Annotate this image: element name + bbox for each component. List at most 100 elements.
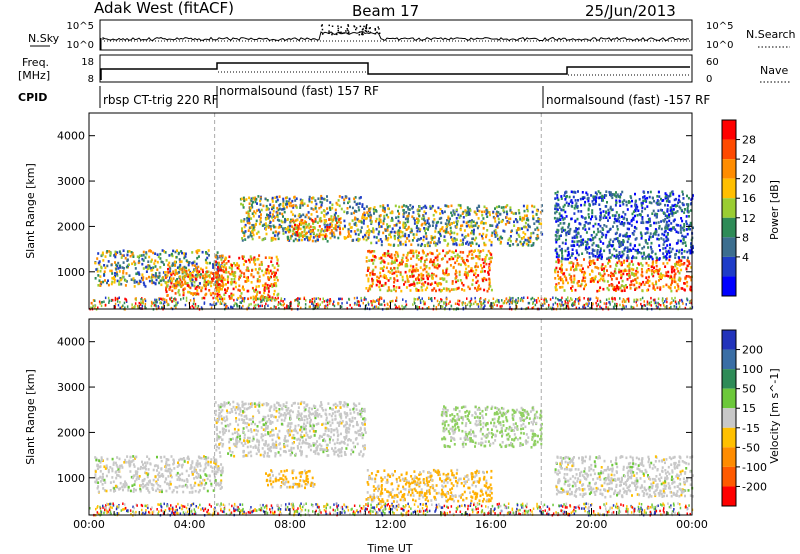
scatter-cell <box>674 300 677 304</box>
scatter-cell <box>658 275 661 278</box>
scatter-cell <box>679 226 682 229</box>
scatter-cell <box>404 234 407 238</box>
scatter-cell <box>543 300 546 304</box>
scatter-cell <box>571 289 573 292</box>
scatter-cell <box>575 266 578 270</box>
scatter-cell <box>511 300 514 304</box>
scatter-cell <box>581 270 583 274</box>
scatter-cell <box>681 255 684 259</box>
scatter-cell <box>373 273 376 276</box>
scatter-cell <box>376 275 379 279</box>
scatter-cell <box>244 223 247 227</box>
scatter-cell <box>94 307 96 310</box>
scatter-cell <box>242 203 244 207</box>
scatter-cell <box>674 263 677 266</box>
scatter-cell <box>687 227 690 231</box>
scatter-cell <box>362 222 365 225</box>
scatter-cell <box>316 215 319 218</box>
scatter-cell <box>370 300 372 303</box>
scatter-cell <box>248 307 250 310</box>
scatter-cell <box>690 301 693 305</box>
scatter-cell <box>275 297 278 301</box>
scatter-cell <box>224 288 226 291</box>
scatter-cell <box>396 251 399 255</box>
scatter-cell <box>118 280 121 283</box>
scatter-cell <box>444 204 447 207</box>
scatter-cell <box>687 210 690 213</box>
scatter-cell <box>592 224 595 228</box>
scatter-cell <box>609 244 612 247</box>
scatter-cell <box>238 278 240 281</box>
scatter-cell <box>596 252 599 255</box>
scatter-cell <box>387 279 390 282</box>
scatter-cell <box>240 301 243 304</box>
scatter-cell <box>394 270 397 274</box>
scatter-cell <box>683 235 685 239</box>
scatter-cell <box>125 265 128 269</box>
scatter-cell <box>521 227 523 230</box>
scatter-cell <box>574 288 577 292</box>
scatter-cell <box>494 220 497 223</box>
scatter-cell <box>684 244 687 247</box>
scatter-cell <box>274 237 277 241</box>
scatter-cell <box>465 224 468 228</box>
scatter-cell <box>125 272 128 275</box>
scatter-cell <box>404 280 407 284</box>
scatter-cell <box>123 301 126 305</box>
scatter-cell <box>477 303 479 306</box>
nsky-tick-bottom: 10^0 <box>67 40 94 51</box>
scatter-cell <box>379 267 382 270</box>
scatter-cell <box>500 306 502 310</box>
scatter-cell <box>382 222 385 225</box>
scatter-cell <box>241 255 244 258</box>
scatter-cell <box>148 264 151 268</box>
scatter-cell <box>372 227 375 230</box>
scatter-cell <box>640 282 643 286</box>
scatter-cell <box>101 251 104 255</box>
scatter-cell <box>258 254 261 257</box>
scatter-cell <box>584 276 587 280</box>
scatter-cell <box>367 266 370 270</box>
scatter-cell <box>223 303 226 307</box>
scatter-cell <box>412 233 415 236</box>
scatter-cell <box>425 270 428 274</box>
scatter-cell <box>411 272 414 276</box>
scatter-cell <box>646 289 649 292</box>
scatter-cell <box>343 210 346 214</box>
scatter-cell <box>602 287 605 291</box>
scatter-cell <box>663 230 666 234</box>
scatter-cell <box>227 271 230 274</box>
scatter-cell <box>526 217 529 220</box>
nsky-point <box>321 24 323 26</box>
scatter-cell <box>666 233 669 236</box>
scatter-cell <box>334 224 337 228</box>
scatter-cell <box>238 289 241 292</box>
scatter-cell <box>450 231 453 235</box>
scatter-cell <box>585 191 588 195</box>
scatter-cell <box>103 300 105 303</box>
scatter-cell <box>555 260 558 264</box>
scatter-cell <box>183 267 186 270</box>
scatter-cell <box>427 225 430 229</box>
scatter-cell <box>312 226 315 229</box>
scatter-cell <box>174 279 177 283</box>
scatter-cell <box>210 281 213 284</box>
scatter-cell <box>412 269 415 273</box>
scatter-cell <box>119 306 121 310</box>
scatter-cell <box>402 226 405 229</box>
scatter-cell <box>679 239 682 243</box>
scatter-cell <box>660 220 663 223</box>
scatter-cell <box>650 300 652 304</box>
scatter-cell <box>299 214 302 218</box>
scatter-cell <box>415 277 418 280</box>
scatter-cell <box>367 250 370 253</box>
scatter-cell <box>252 297 255 301</box>
scatter-cell <box>657 221 660 224</box>
scatter-cell <box>659 208 662 212</box>
scatter-cell <box>265 232 268 236</box>
scatter-cell <box>379 296 381 299</box>
scatter-cell <box>326 207 329 210</box>
scatter-cell <box>660 272 663 276</box>
scatter-cell <box>269 269 272 273</box>
scatter-cell <box>103 270 106 273</box>
